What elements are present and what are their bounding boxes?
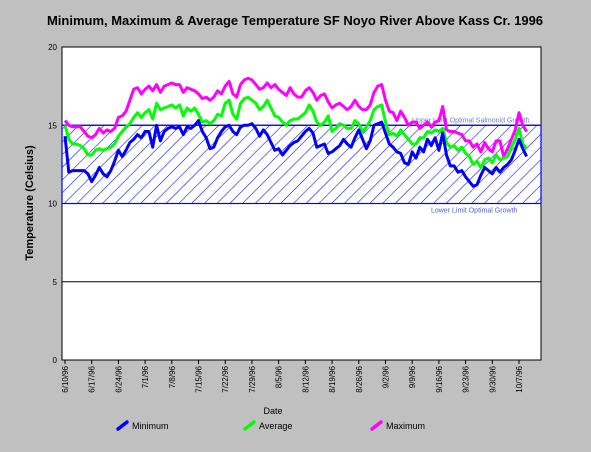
y-axis-ticks: 0 5 10 15 20 (48, 43, 57, 365)
x-tick-label: 9/16/96 (435, 365, 444, 392)
lower-limit-label: Lower Limit Optimal Growth (431, 208, 517, 215)
series-lines (63, 76, 528, 188)
x-tick-label: 7/15/96 (195, 365, 204, 392)
x-tick-label: 7/8/96 (168, 365, 177, 388)
y-tick-label: 20 (48, 43, 57, 52)
upper-limit-label: Upper Limit Optimal Salmonid Growth (412, 117, 530, 124)
chart-title: Minimum, Maximum & Average Temperature S… (47, 13, 543, 28)
x-tick-label: 6/17/96 (88, 365, 97, 392)
x-tick-label: 10/7/96 (515, 365, 524, 392)
series-line-maximum (63, 76, 528, 158)
legend-label-average: Average (259, 421, 292, 431)
x-tick-label: 8/19/96 (328, 365, 337, 392)
y-axis-label: Temperature (Celsius) (24, 145, 36, 261)
legend-label-maximum: Maximum (386, 421, 425, 431)
legend-label-minimum: Minimum (132, 421, 169, 431)
x-tick-label: 6/10/96 (61, 365, 70, 392)
legend-swatch-average (243, 420, 256, 431)
x-tick-label: 6/24/96 (114, 365, 123, 392)
series-line-average (63, 95, 528, 169)
x-tick-label: 8/12/96 (301, 365, 310, 392)
y-tick-label: 15 (48, 121, 57, 130)
x-tick-label: 9/30/96 (488, 365, 497, 392)
y-tick-label: 10 (48, 200, 57, 209)
x-tick-label: 9/2/96 (381, 365, 390, 388)
x-tick-label: 9/23/96 (462, 365, 471, 392)
x-tick-label: 8/26/96 (355, 365, 364, 392)
series-line-minimum (63, 119, 528, 188)
x-tick-label: 7/22/96 (221, 365, 230, 392)
x-axis-label: Date (263, 406, 282, 416)
x-tick-label: 8/5/96 (275, 365, 284, 388)
legend-swatch-minimum (116, 420, 129, 431)
y-tick-label: 5 (53, 278, 58, 287)
x-tick-label: 7/1/96 (141, 365, 150, 388)
y-tick-label: 0 (53, 356, 58, 365)
legend-swatch-maximum (370, 420, 383, 431)
x-tick-label: 9/9/96 (408, 365, 417, 388)
legend: Minimum Average Maximum (116, 420, 425, 431)
x-axis-ticks: 6/10/96 6/17/96 6/24/96 7/1/96 7/8/96 7/15/96… (61, 360, 524, 393)
x-tick-label: 7/29/96 (248, 365, 257, 392)
